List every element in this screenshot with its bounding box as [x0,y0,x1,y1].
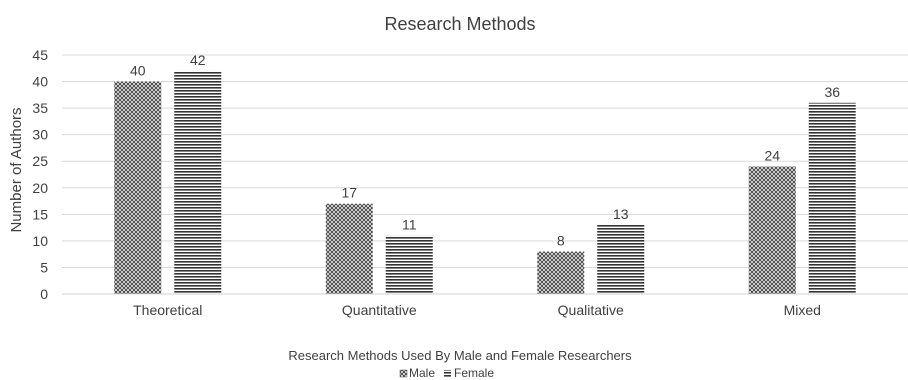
y-tick-label: 40 [32,74,48,90]
bar-male-theoretical [114,81,162,294]
legend-swatch-male [399,369,408,378]
legend-swatch-female [444,370,451,377]
x-axis-label: Research Methods Used By Male and Female… [288,348,632,363]
x-tick-label: Quantitative [342,302,417,318]
y-tick-label: 35 [32,100,48,116]
y-tick-label: 30 [32,127,48,143]
y-tick-label: 45 [32,47,48,63]
y-tick-label: 25 [32,153,48,169]
bar-female-qualitative [597,224,645,294]
y-tick-label: 0 [40,286,48,302]
y-tick-label: 15 [32,206,48,222]
bar-female-mixed [808,102,856,294]
x-tick-label: Mixed [784,302,821,318]
data-label: 36 [824,84,840,100]
data-label: 17 [341,185,357,201]
y-tick-label: 20 [32,180,48,196]
data-labels: 40 42 17 11 8 13 24 36 [130,52,840,249]
bars [114,70,856,294]
data-label: 13 [613,206,629,222]
legend-label-male: Male [409,366,435,380]
y-axis-label: Number of Authors [8,107,25,232]
bar-male-quantitative [325,203,373,294]
legend-label-female: Female [454,366,494,380]
data-label: 11 [402,217,417,233]
bar-male-qualitative [537,251,585,294]
y-axis-ticks: 0 5 10 15 20 25 30 35 40 45 [32,47,48,302]
bar-male-mixed [748,166,796,294]
data-label: 42 [190,52,206,68]
data-label: 24 [764,148,780,164]
x-tick-label: Qualitative [558,302,624,318]
data-label: 8 [557,233,565,249]
x-tick-label: Theoretical [133,302,202,318]
chart-title: Research Methods [384,14,535,34]
y-tick-label: 5 [40,259,48,275]
bar-female-theoretical [174,70,222,294]
x-axis-categories: Theoretical Quantitative Qualitative Mixed [133,302,821,318]
legend: Male Female [399,366,494,380]
y-tick-label: 10 [32,233,48,249]
data-label: 40 [130,63,146,79]
bar-female-quantitative [385,235,433,294]
